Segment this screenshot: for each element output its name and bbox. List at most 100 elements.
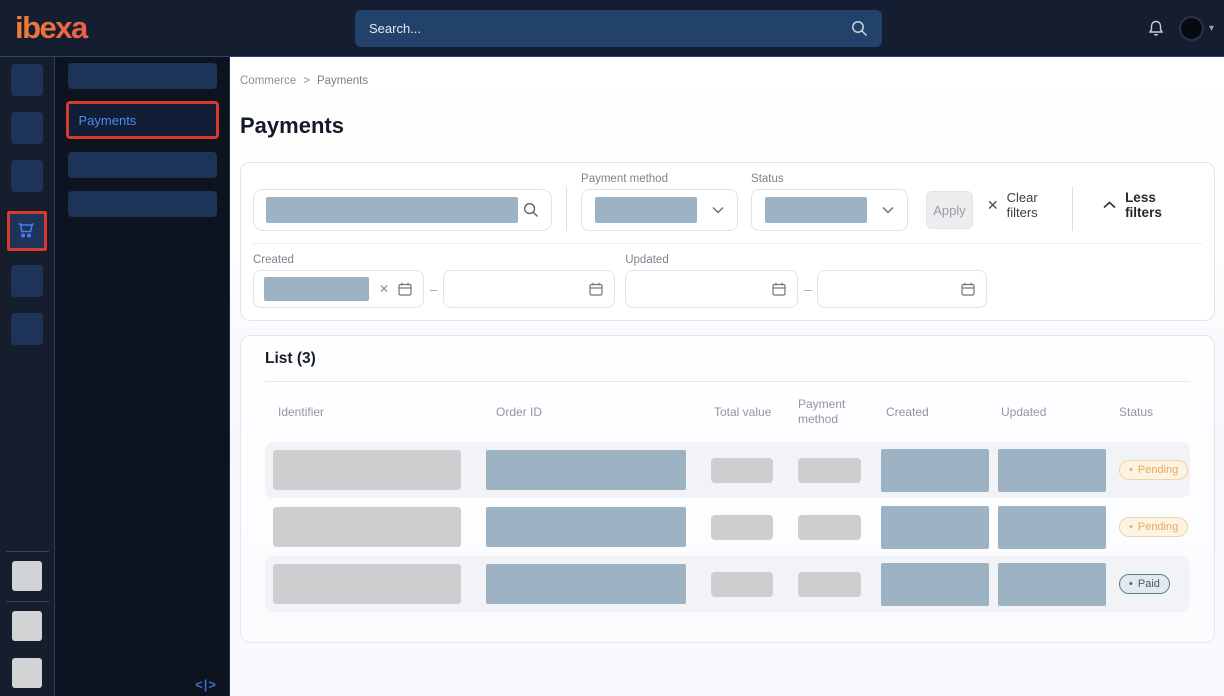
filters-panel: Payment method Status [240,162,1215,321]
calendar-icon[interactable] [588,281,604,297]
redacted-order-id-cell [486,564,686,604]
date-range-separator: – [430,282,437,297]
calendar-icon[interactable] [771,281,787,297]
status-label: Pending [1138,464,1178,476]
chevron-up-icon [1103,201,1116,209]
table-row[interactable]: • Pending [265,442,1190,498]
clear-filters-button[interactable]: ✕ Clear filters [987,190,1072,220]
sidebar-item-3-placeholder[interactable] [68,152,217,178]
rail-divider [6,601,49,602]
table-row[interactable]: • Paid [265,556,1190,612]
rail-item-2-placeholder[interactable] [11,112,43,144]
status-dot: • [1129,464,1133,476]
sidebar-item-1-placeholder[interactable] [68,63,217,89]
breadcrumb-payments: Payments [317,75,368,87]
updated-label: Updated [625,254,987,268]
status-badge: • Pending [1119,460,1188,480]
global-search[interactable] [355,10,882,47]
status-dot: • [1129,521,1133,533]
rail-item-5-placeholder[interactable] [11,265,43,297]
sidebar-item-4-placeholder[interactable] [68,191,217,217]
redacted-payment-method-cell [798,515,861,540]
close-icon: ✕ [987,197,999,214]
apply-button[interactable]: Apply [926,191,973,229]
redacted-search-value [266,197,518,223]
payment-method-select[interactable] [581,189,738,231]
rail-divider [6,551,49,552]
calendar-icon[interactable] [397,281,413,297]
date-range-separator: – [804,282,811,297]
rail-item-1-placeholder[interactable] [11,64,43,96]
status-dot: • [1129,578,1133,590]
breadcrumb-commerce[interactable]: Commerce [240,75,296,87]
updated-to-date-input[interactable] [817,270,987,308]
clear-date-icon[interactable]: ✕ [379,282,389,296]
filter-divider [1072,187,1073,231]
payments-list-panel: List (3) Identifier Order ID Total value… [240,335,1215,643]
sidebar-item-label: Payments [79,113,137,128]
redacted-payment-method-cell [798,572,861,597]
column-header-created: Created [881,405,998,420]
status-label: Status [751,173,908,187]
redacted-identifier-cell [273,507,461,547]
status-label: Pending [1138,521,1178,533]
status-label: Paid [1138,578,1160,590]
filter-search-input[interactable] [253,189,552,231]
search-icon [523,202,539,218]
status-badge: • Pending [1119,517,1188,537]
user-menu[interactable]: ▾ [1179,16,1214,41]
avatar[interactable] [1179,16,1204,41]
column-header-order-id: Order ID [486,405,711,420]
rail-bottom-item-2-placeholder[interactable] [12,611,42,641]
created-label: Created [253,254,615,268]
rail-bottom-item-3-placeholder[interactable] [12,658,42,688]
list-heading: List (3) [265,350,1190,368]
table-header-row: Identifier Order ID Total value Payment … [265,382,1190,442]
less-filters-label: Less filters [1125,190,1196,220]
search-icon [851,20,868,37]
column-header-updated: Updated [998,405,1116,420]
payment-method-label: Payment method [581,173,738,187]
column-header-identifier: Identifier [265,405,486,420]
chevron-down-icon [882,206,894,214]
filter-divider [566,187,567,231]
shopping-cart-icon [16,220,38,242]
rail-item-3-placeholder[interactable] [11,160,43,192]
clear-filters-label: Clear filters [1007,190,1072,220]
rail-bottom-item-1-placeholder[interactable] [12,561,42,591]
rail-item-commerce-active[interactable] [7,211,47,251]
filters-row-divider [253,243,1202,244]
status-select[interactable] [751,189,908,231]
main-content: Commerce > Payments Payments Payment m [230,57,1224,696]
less-filters-button[interactable]: Less filters [1103,190,1196,220]
column-header-total-value: Total value [711,405,798,420]
redacted-order-id-cell [486,450,686,490]
calendar-icon[interactable] [960,281,976,297]
redacted-order-id-cell [486,507,686,547]
redacted-payment-method-value [595,197,697,223]
updated-from-date-input[interactable] [625,270,798,308]
redacted-updated-cell [998,563,1106,606]
redacted-created-cell [881,506,989,549]
chevron-down-icon [712,206,724,214]
collapse-sidebar-icon[interactable]: <|> [195,677,217,692]
table-row[interactable]: • Pending [265,499,1190,555]
ibexa-logo[interactable]: ibexa [0,10,230,46]
rail-item-6-placeholder[interactable] [11,313,43,345]
bell-icon[interactable] [1147,19,1165,38]
redacted-total-value-cell [711,572,773,597]
redacted-payment-method-cell [798,458,861,483]
redacted-created-cell [881,449,989,492]
redacted-created-cell [881,563,989,606]
created-from-date-input[interactable]: ✕ [253,270,424,308]
redacted-total-value-cell [711,458,773,483]
page-title: Payments [240,114,1215,138]
breadcrumb-separator: > [303,75,310,87]
sidebar-item-payments-active[interactable]: Payments [66,101,219,139]
topbar: ibexa ▾ [0,0,1224,57]
created-to-date-input[interactable] [443,270,615,308]
status-badge: • Paid [1119,574,1170,594]
global-search-input[interactable] [369,21,851,36]
redacted-identifier-cell [273,450,461,490]
column-header-status: Status [1116,405,1190,420]
